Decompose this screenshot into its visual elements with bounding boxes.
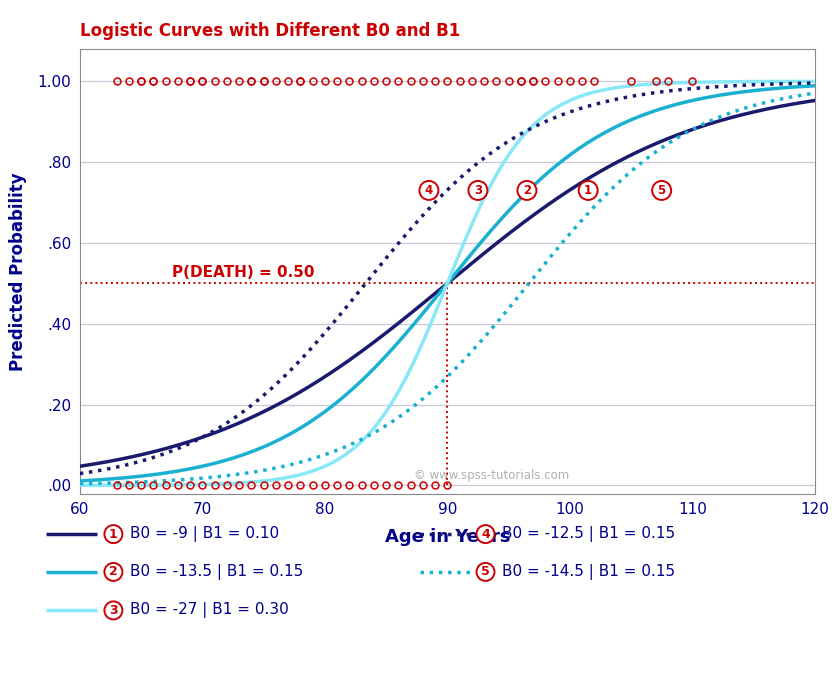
Text: B0 = -27 | B1 = 0.30: B0 = -27 | B1 = 0.30	[130, 603, 289, 618]
Text: 5: 5	[481, 566, 490, 578]
Text: B0 = -12.5 | B1 = 0.15: B0 = -12.5 | B1 = 0.15	[502, 526, 675, 542]
Text: 3: 3	[474, 184, 482, 197]
Text: P(DEATH) = 0.50: P(DEATH) = 0.50	[171, 265, 314, 280]
Text: © www.spss-tutorials.com: © www.spss-tutorials.com	[414, 470, 569, 482]
Text: B0 = -14.5 | B1 = 0.15: B0 = -14.5 | B1 = 0.15	[502, 564, 675, 580]
Text: 3: 3	[109, 604, 118, 617]
Text: 5: 5	[658, 184, 666, 197]
Ellipse shape	[419, 181, 438, 200]
Ellipse shape	[517, 181, 537, 200]
Text: B0 = -9 | B1 = 0.10: B0 = -9 | B1 = 0.10	[130, 526, 280, 542]
Y-axis label: Predicted Probability: Predicted Probability	[8, 172, 27, 370]
Text: 4: 4	[481, 528, 490, 540]
Text: 2: 2	[109, 566, 118, 578]
Ellipse shape	[579, 181, 598, 200]
Text: 2: 2	[522, 184, 531, 197]
Text: Logistic Curves with Different B0 and B1: Logistic Curves with Different B0 and B1	[80, 22, 460, 41]
X-axis label: Age in Years: Age in Years	[385, 528, 510, 546]
Text: 1: 1	[584, 184, 592, 197]
Text: 4: 4	[425, 184, 433, 197]
Ellipse shape	[469, 181, 487, 200]
Text: B0 = -13.5 | B1 = 0.15: B0 = -13.5 | B1 = 0.15	[130, 564, 303, 580]
Ellipse shape	[652, 181, 671, 200]
Text: 1: 1	[109, 528, 118, 540]
